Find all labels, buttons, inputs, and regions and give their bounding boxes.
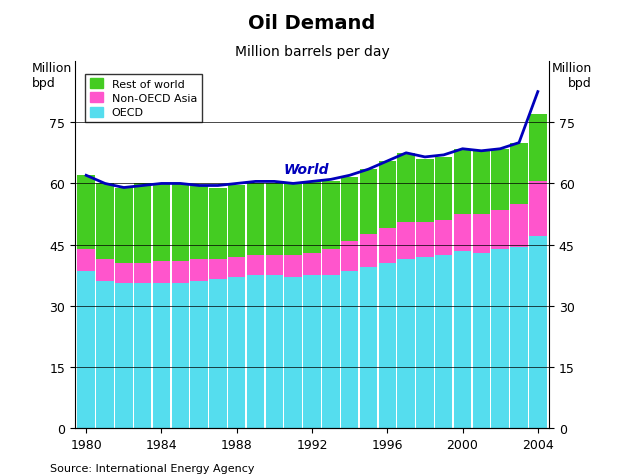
Text: Oil Demand: Oil Demand <box>248 14 376 33</box>
Bar <box>454 149 471 215</box>
Bar <box>510 247 528 428</box>
Bar <box>247 184 265 255</box>
Bar <box>134 264 152 284</box>
Bar <box>435 255 452 428</box>
Text: Million
bpd: Million bpd <box>32 62 72 90</box>
Bar <box>397 153 415 223</box>
Bar <box>134 284 152 428</box>
Bar <box>341 241 358 272</box>
Bar <box>454 251 471 428</box>
Bar <box>209 188 227 259</box>
Bar <box>416 258 434 428</box>
Bar <box>77 272 95 428</box>
Bar <box>172 261 189 284</box>
Bar <box>115 264 132 284</box>
Bar <box>492 149 509 210</box>
Bar <box>303 276 321 428</box>
Bar <box>359 170 378 235</box>
Bar <box>77 176 95 249</box>
Bar <box>379 162 396 229</box>
Bar <box>153 284 170 428</box>
Text: Source: International Energy Agency: Source: International Energy Agency <box>50 463 255 473</box>
Bar <box>190 259 208 282</box>
Bar <box>359 268 378 428</box>
Bar <box>247 255 265 276</box>
Bar <box>472 253 490 428</box>
Bar <box>529 237 547 428</box>
Bar <box>303 253 321 276</box>
Bar <box>435 158 452 221</box>
Bar <box>510 204 528 247</box>
Bar <box>285 255 302 278</box>
Bar <box>96 282 114 428</box>
Bar <box>416 159 434 223</box>
Bar <box>266 184 283 255</box>
Bar <box>379 264 396 428</box>
Bar <box>472 151 490 215</box>
Bar <box>228 278 245 428</box>
Legend: Rest of world, Non-OECD Asia, OECD: Rest of world, Non-OECD Asia, OECD <box>85 75 202 122</box>
Bar <box>359 235 378 268</box>
Bar <box>397 223 415 259</box>
Bar <box>341 272 358 428</box>
Bar <box>228 186 245 258</box>
Bar <box>190 186 208 259</box>
Text: Million
bpd: Million bpd <box>552 62 592 90</box>
Bar <box>77 249 95 272</box>
Bar <box>322 249 339 276</box>
Bar <box>96 184 114 259</box>
Bar <box>285 184 302 255</box>
Bar <box>134 184 152 264</box>
Bar <box>266 255 283 276</box>
Bar <box>209 259 227 280</box>
Bar <box>285 278 302 428</box>
Bar <box>172 184 189 261</box>
Bar <box>209 280 227 428</box>
Bar <box>190 282 208 428</box>
Bar <box>115 284 132 428</box>
Bar <box>472 215 490 253</box>
Bar <box>397 259 415 428</box>
Bar <box>115 188 132 264</box>
Bar <box>379 229 396 264</box>
Bar <box>454 215 471 251</box>
Bar <box>266 276 283 428</box>
Bar <box>172 284 189 428</box>
Text: Million barrels per day: Million barrels per day <box>235 45 389 59</box>
Bar <box>247 276 265 428</box>
Bar <box>228 258 245 278</box>
Bar <box>529 182 547 237</box>
Bar <box>529 115 547 182</box>
Bar <box>322 182 339 249</box>
Bar <box>492 249 509 428</box>
Bar <box>416 223 434 258</box>
Text: World: World <box>284 163 329 177</box>
Bar <box>153 184 170 261</box>
Bar <box>96 259 114 282</box>
Bar <box>492 210 509 249</box>
Bar <box>153 261 170 284</box>
Bar <box>341 178 358 241</box>
Bar <box>435 221 452 255</box>
Bar <box>322 276 339 428</box>
Bar <box>303 182 321 253</box>
Bar <box>510 143 528 204</box>
